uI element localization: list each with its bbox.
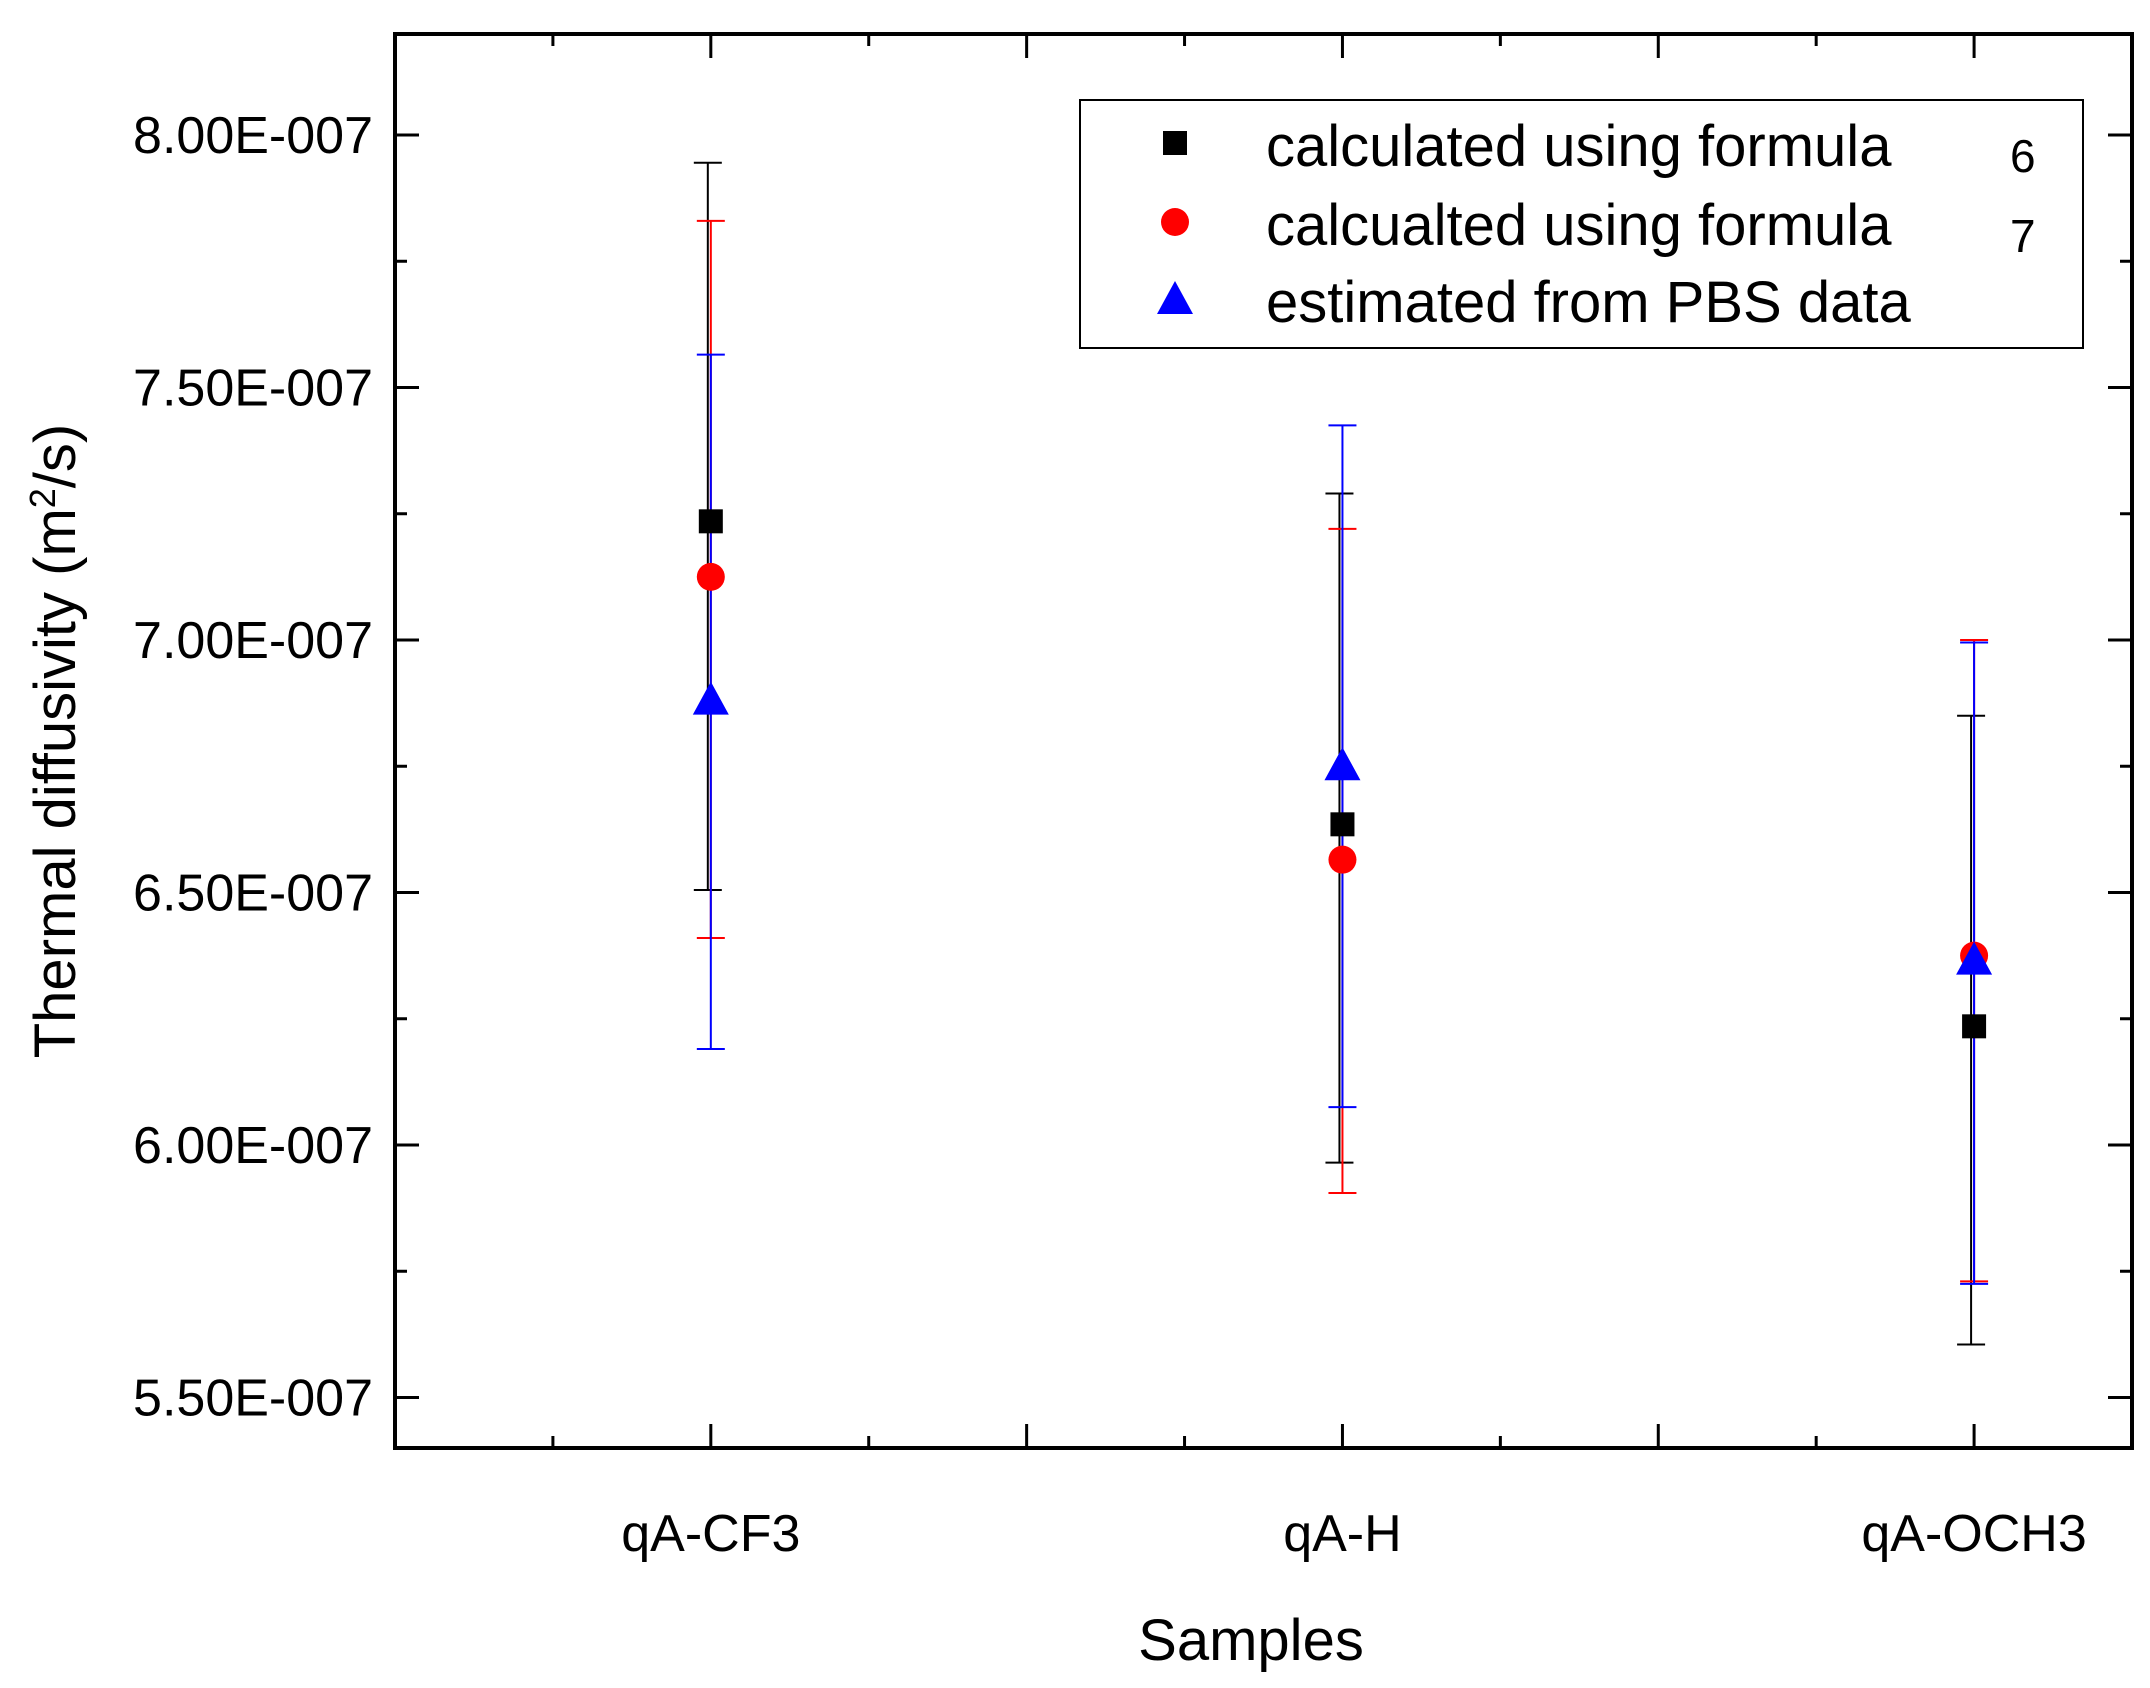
- legend-marker-triangle: [1157, 281, 1193, 314]
- legend-suffix-formula-7: 7: [2010, 210, 2036, 262]
- y-axis-title-tail: /s): [23, 424, 88, 488]
- x-tick-label: qA-OCH3: [1861, 1505, 2086, 1563]
- data-point-circle-1: [1328, 845, 1357, 874]
- legend-suffix-formula-6: 6: [2010, 130, 2036, 182]
- y-axis-title-main: Thermal diffusivity (m: [23, 508, 88, 1058]
- x-axis-title: Samples: [1138, 1608, 1364, 1673]
- y-axis-title-superscript: 2: [22, 488, 63, 508]
- x-tick-label: qA-H: [1283, 1505, 1401, 1563]
- legend-box: [1079, 99, 2084, 349]
- legend-label-pbs: estimated from PBS data: [1266, 270, 1911, 335]
- data-point-square-1: [1330, 812, 1355, 837]
- y-tick-label: 8.00E-007: [133, 107, 373, 165]
- data-point-square-0: [698, 509, 723, 534]
- legend-marker-square: [1163, 131, 1187, 155]
- plot-layer: [692, 161, 1993, 1346]
- legend: calculated using formula 6 calcualted us…: [1079, 99, 2084, 349]
- legend-label-formula-7: calcualted using formula: [1266, 193, 1892, 258]
- axis-layer: 5.50E-007 6.00E-007 6.50E-007 7.00E-007 7.50…: [133, 34, 2134, 1563]
- legend-markers: [1157, 131, 1193, 314]
- data-point-triangle-0: [692, 681, 729, 715]
- data-point-square-2: [1962, 1014, 1987, 1039]
- x-tick-label: qA-CF3: [621, 1505, 800, 1563]
- plot-frame: [393, 32, 2134, 1450]
- legend-marker-circle: [1161, 208, 1189, 236]
- y-tick-label: 6.50E-007: [133, 865, 373, 923]
- y-tick-label: 6.00E-007: [133, 1117, 373, 1175]
- data-point-triangle-2: [1956, 941, 1993, 975]
- y-tick-label: 5.50E-007: [133, 1370, 373, 1428]
- data-point-triangle-1: [1324, 747, 1361, 781]
- legend-label-formula-6: calculated using formula: [1266, 114, 1892, 179]
- y-tick-label: 7.00E-007: [133, 612, 373, 670]
- data-point-circle-0: [696, 562, 725, 591]
- y-tick-label: 7.50E-007: [133, 360, 373, 418]
- y-axis-title: Thermal diffusivity (m2/s): [22, 424, 89, 1059]
